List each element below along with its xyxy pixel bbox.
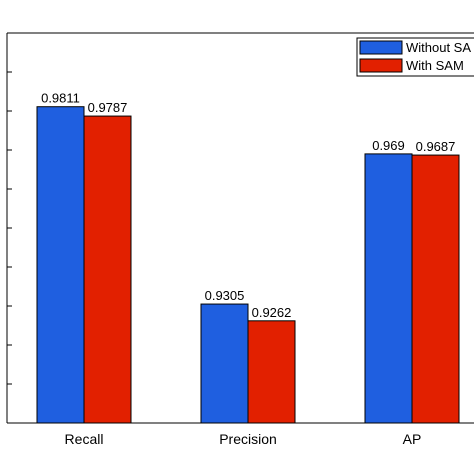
x-axis-tick-labels: Recall Precision AP: [65, 431, 422, 447]
legend: Without SA With SAM: [356, 37, 474, 77]
data-label: 0.9811: [41, 91, 80, 106]
x-tick-label-recall: Recall: [65, 431, 104, 447]
x-tick-label-precision: Precision: [219, 431, 277, 447]
bar-recall-with-sam: [83, 115, 132, 424]
bars-group: [36, 106, 460, 424]
bar-ap-without-sam: [364, 153, 413, 424]
data-label: 0.9262: [252, 305, 292, 320]
data-label: 0.9305: [205, 288, 245, 303]
data-label: 0.969: [372, 138, 405, 153]
bar-precision-without-sam: [200, 303, 249, 424]
legend-swatch: [359, 40, 403, 55]
data-labels-group: 0.9811 0.9787 0.9305 0.9262 0.969 0.9687: [41, 91, 455, 320]
legend-label: With SAM: [406, 58, 464, 73]
legend-label: Without SA: [406, 40, 471, 55]
y-axis-ticks: [7, 32, 12, 424]
data-label: 0.9687: [416, 139, 456, 154]
x-tick-label-ap: AP: [403, 431, 422, 447]
bar-recall-without-sam: [36, 106, 85, 424]
data-label: 0.9787: [88, 100, 128, 115]
bar-precision-with-sam: [247, 320, 296, 424]
legend-swatch: [359, 58, 403, 73]
bar-ap-with-sam: [411, 154, 460, 424]
